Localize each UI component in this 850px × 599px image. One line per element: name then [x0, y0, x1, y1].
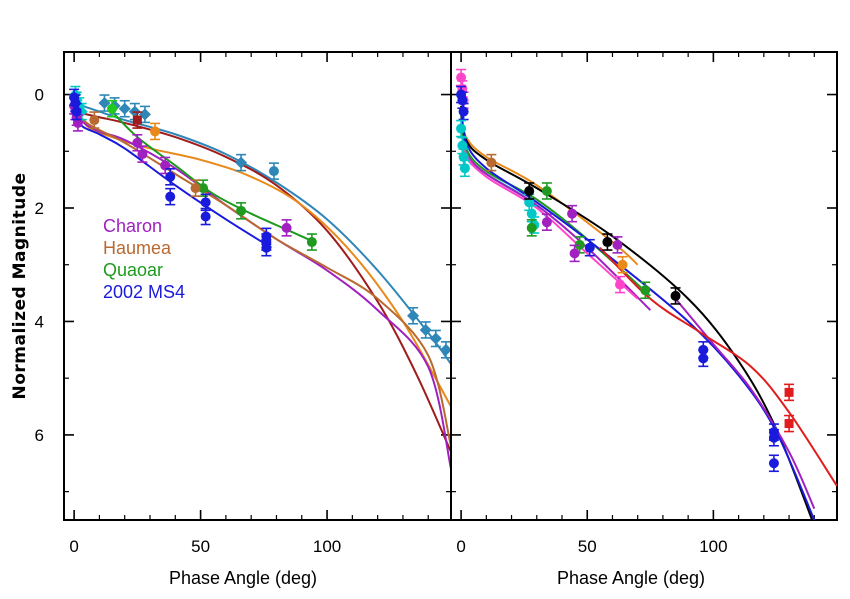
left-x-axis-label: Phase Angle (deg) — [169, 568, 317, 588]
y-tick-label: 2 — [35, 199, 44, 218]
data-point — [89, 115, 100, 126]
data-point — [236, 205, 247, 216]
data-point — [602, 237, 613, 248]
series-curve — [599, 247, 837, 487]
y-tick-label: 4 — [35, 312, 44, 331]
data-point — [407, 309, 420, 322]
data-point — [281, 222, 292, 233]
data-point — [439, 343, 451, 356]
y-axis-label: Normalized Magnitude — [10, 172, 30, 399]
x-tick-label: 100 — [699, 537, 727, 556]
y-tick-label: 6 — [35, 426, 44, 445]
data-point — [569, 248, 580, 259]
series-curve — [460, 105, 814, 520]
plot-area — [456, 68, 837, 520]
data-point — [541, 185, 552, 196]
x-tick-label: 100 — [313, 537, 341, 556]
data-point — [784, 419, 794, 429]
data-point — [190, 183, 201, 194]
data-point — [567, 208, 578, 219]
data-point — [150, 126, 161, 137]
legend-charon: Charon — [103, 216, 162, 236]
data-point — [132, 137, 143, 148]
series-curve — [73, 105, 451, 447]
plot-frame — [450, 51, 838, 521]
data-point — [457, 95, 468, 106]
x-tick-label: 0 — [456, 537, 465, 556]
right-x-axis-label: Phase Angle (deg) — [557, 568, 705, 588]
x-tick-label: 50 — [578, 537, 597, 556]
data-point — [118, 102, 131, 115]
data-point — [612, 239, 623, 250]
series-curve — [460, 108, 816, 520]
data-point — [617, 259, 628, 270]
data-point — [132, 115, 142, 125]
data-point — [235, 156, 248, 169]
data-point — [768, 458, 779, 469]
data-point — [615, 279, 626, 290]
data-point — [137, 149, 148, 160]
data-point — [261, 242, 272, 253]
data-point — [524, 197, 535, 208]
data-point — [198, 183, 209, 194]
data-point — [574, 239, 585, 250]
data-point — [698, 353, 709, 364]
data-point — [458, 151, 469, 162]
data-point — [784, 387, 794, 397]
plot-area — [69, 85, 451, 470]
data-point — [584, 242, 595, 253]
legend-2002-ms4: 2002 MS4 — [103, 282, 185, 302]
data-point — [200, 197, 211, 208]
series-curve — [73, 99, 451, 408]
data-point — [200, 211, 211, 222]
data-point — [526, 222, 537, 233]
data-point — [306, 237, 317, 248]
panel-left: 0 50 100 0 2 4 6 — [35, 51, 452, 556]
data-point — [72, 117, 83, 128]
data-point — [486, 157, 497, 168]
data-point — [541, 217, 552, 228]
data-point — [268, 166, 279, 177]
data-point — [458, 106, 469, 117]
x-tick-label: 50 — [191, 537, 210, 556]
y-tick-label: 0 — [35, 86, 44, 105]
series-curve — [73, 110, 451, 453]
data-point — [165, 171, 176, 182]
data-point — [768, 432, 779, 443]
data-point — [459, 163, 470, 174]
x-tick-label: 0 — [69, 537, 78, 556]
data-point — [165, 191, 176, 202]
data-point — [107, 103, 118, 114]
data-point — [429, 332, 442, 345]
data-point — [524, 185, 535, 196]
data-point — [71, 106, 82, 117]
data-point — [457, 140, 468, 151]
data-point — [456, 123, 467, 134]
series-curve — [674, 298, 816, 510]
data-point — [526, 208, 537, 219]
panel-right: 0 50 100 — [450, 51, 838, 556]
data-point — [670, 290, 681, 301]
panels: 0 50 100 0 2 4 6 0 50 100 — [35, 51, 838, 556]
legend: Charon Haumea Quaoar 2002 MS4 — [103, 216, 185, 302]
data-point — [456, 72, 467, 83]
data-point — [160, 160, 171, 171]
data-point — [640, 285, 651, 296]
legend-quaoar: Quaoar — [103, 260, 163, 280]
legend-haumea: Haumea — [103, 238, 172, 258]
data-point — [419, 323, 432, 336]
